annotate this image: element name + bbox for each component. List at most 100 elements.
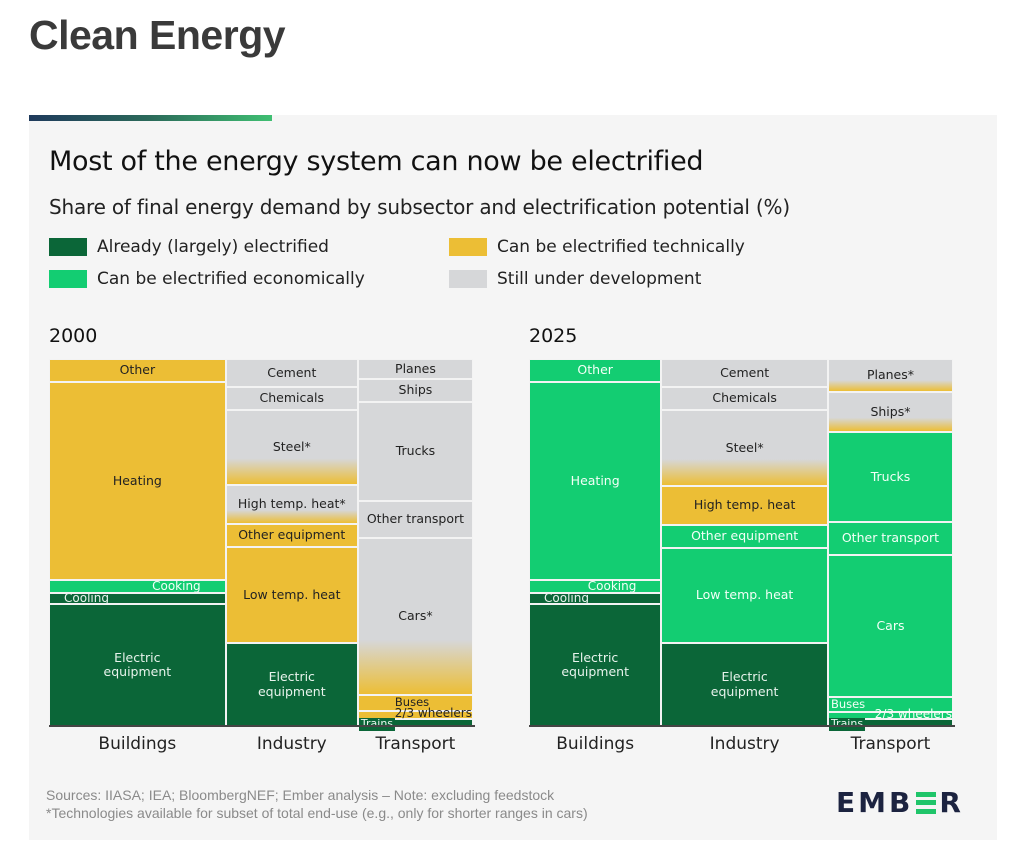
sector-label-transport: Transport [375, 734, 456, 754]
chart-title: Most of the energy system can now be ele… [49, 146, 704, 177]
cell-industry-steel: Steel* [661, 410, 828, 486]
cell-label: Steel* [272, 439, 311, 455]
cell-transport-buses: Buses [357, 694, 473, 711]
cell-buildings-cooking: Cooking [49, 578, 226, 594]
cell-label: 2/3 wheelers [394, 706, 472, 721]
baseline-2025 [529, 725, 955, 727]
accent-bar [29, 115, 272, 121]
sector-label-industry: Industry [256, 734, 327, 754]
legend-label: Can be electrified economically [97, 269, 365, 289]
cell-industry-other-equipment: Other equipment [661, 524, 828, 548]
legend-item-technical: Can be electrified technically [449, 237, 745, 257]
cell-label: Buses [394, 695, 430, 710]
cell-label: Other equipment [238, 527, 346, 543]
cell-transport-planes: Planes* [827, 359, 953, 393]
logo-text-post: R [939, 786, 964, 819]
cell-label: Chemicals [259, 390, 325, 406]
cell-buildings-cooling: Cooling [529, 590, 662, 605]
cell-industry-cement: Cement [225, 359, 358, 387]
cell-buildings-cooking: Cooking [529, 578, 662, 594]
cell-label: Electric equipment [710, 669, 779, 699]
page-title: Clean Energy [29, 12, 286, 58]
cell-label: Other equipment [691, 528, 799, 544]
cell-industry-other-equipment: Other equipment [225, 523, 358, 547]
cell-label: Cement [267, 364, 317, 380]
logo-text-pre: EMB [836, 786, 914, 819]
cell-label: Low temp. heat [695, 587, 794, 603]
cell-label: Trucks [870, 468, 911, 484]
cell-transport-cars: Cars* [357, 537, 473, 695]
legend-label: Still under development [497, 269, 702, 289]
cell-transport-2-3-wheelers: 2/3 wheelers [357, 706, 473, 720]
cell-buildings-other: Other [529, 359, 662, 383]
cell-label: Trucks [395, 443, 436, 459]
treemap-2000: Other Heating Cooking Cooling Electric equip… [49, 359, 473, 731]
cell-label: Ships [398, 382, 433, 398]
cell-transport-trucks: Trucks [827, 432, 953, 522]
cell-label: Heating [112, 473, 162, 488]
cell-transport-ships: Ships [357, 378, 473, 402]
cell-industry-electric-equipment: Electric equipment [225, 643, 358, 726]
baseline-2000 [49, 725, 475, 727]
cell-label: High temp. heat [693, 497, 796, 513]
cell-label: Cooking [587, 578, 637, 593]
cell-industry-steel: Steel* [225, 410, 358, 485]
cell-label: Cars* [398, 608, 433, 624]
cell-transport-ships: Ships* [827, 392, 953, 433]
cell-industry-low-temp-heat: Low temp. heat [225, 546, 358, 644]
cell-industry-cement: Cement [661, 359, 828, 387]
cell-transport-planes: Planes [357, 359, 473, 379]
cell-label: Cars [876, 617, 905, 633]
cell-label: Buses [830, 696, 866, 711]
cell-industry-chemicals: Chemicals [225, 386, 358, 410]
cell-buildings-electric-equipment: Electric equipment [49, 604, 226, 726]
sector-label-industry: Industry [709, 734, 780, 754]
cell-transport-buses: Buses [827, 696, 953, 713]
cell-transport-cars: Cars [827, 554, 953, 697]
cell-industry-high-temp-heat: High temp. heat* [225, 484, 358, 524]
cell-transport-other-transport: Other transport [827, 521, 953, 555]
ember-logo: EMB R [836, 786, 964, 819]
legend-item-electrified: Already (largely) electrified [49, 237, 329, 257]
legend-swatch-technical [449, 238, 487, 256]
cell-label: Electric equipment [561, 649, 629, 680]
sector-label-buildings: Buildings [98, 734, 177, 754]
footnote-asterisk: *Technologies available for subset of to… [46, 805, 588, 821]
cell-label: Electric equipment [257, 669, 326, 699]
cell-buildings-other: Other [49, 359, 226, 383]
cell-label: Planes* [866, 367, 914, 383]
cell-transport-trucks: Trucks [357, 401, 473, 501]
footnote-sources: Sources: IIASA; IEA; BloombergNEF; Ember… [46, 787, 555, 803]
cell-transport-2-3-wheelers: 2/3 wheelers [827, 707, 953, 720]
cell-label: Planes [395, 360, 436, 376]
year-label-2025: 2025 [529, 325, 578, 347]
year-label-2000: 2000 [49, 325, 98, 347]
cell-label: Heating [570, 473, 620, 488]
legend-item-economic: Can be electrified economically [49, 269, 365, 289]
legend-swatch-electrified [49, 238, 87, 256]
legend-label: Can be electrified technically [497, 237, 745, 257]
cell-industry-chemicals: Chemicals [661, 386, 828, 410]
sector-label-transport: Transport [850, 734, 931, 754]
cell-industry-electric-equipment: Electric equipment [661, 643, 828, 726]
cell-label: Chemicals [712, 390, 777, 406]
cell-label: Low temp. heat [243, 586, 341, 602]
chart-subtitle: Share of final energy demand by subsecto… [49, 195, 790, 219]
legend-item-development: Still under development [449, 269, 701, 289]
cell-label: Other transport [366, 511, 465, 527]
cell-label: Other transport [841, 530, 940, 546]
cell-label: Steel* [725, 439, 764, 455]
cell-buildings-heating: Heating [529, 382, 662, 581]
cell-label: High temp. heat* [237, 496, 346, 512]
treemap-2025: Other Heating Cooking Cooling Electric equip… [529, 359, 953, 731]
cell-buildings-electric-equipment: Electric equipment [529, 604, 662, 726]
cell-label: 2/3 wheelers [874, 706, 952, 721]
cell-label: Electric equipment [103, 649, 172, 680]
cell-label: Cooling [544, 590, 589, 605]
cell-industry-high-temp-heat: High temp. heat [661, 485, 828, 525]
legend-swatch-economic [49, 270, 87, 288]
cell-label: Ships* [870, 403, 911, 419]
cell-label: Cooking [152, 578, 201, 593]
cell-buildings-cooling: Cooling [49, 591, 226, 605]
cell-transport-other-transport: Other transport [357, 500, 473, 538]
